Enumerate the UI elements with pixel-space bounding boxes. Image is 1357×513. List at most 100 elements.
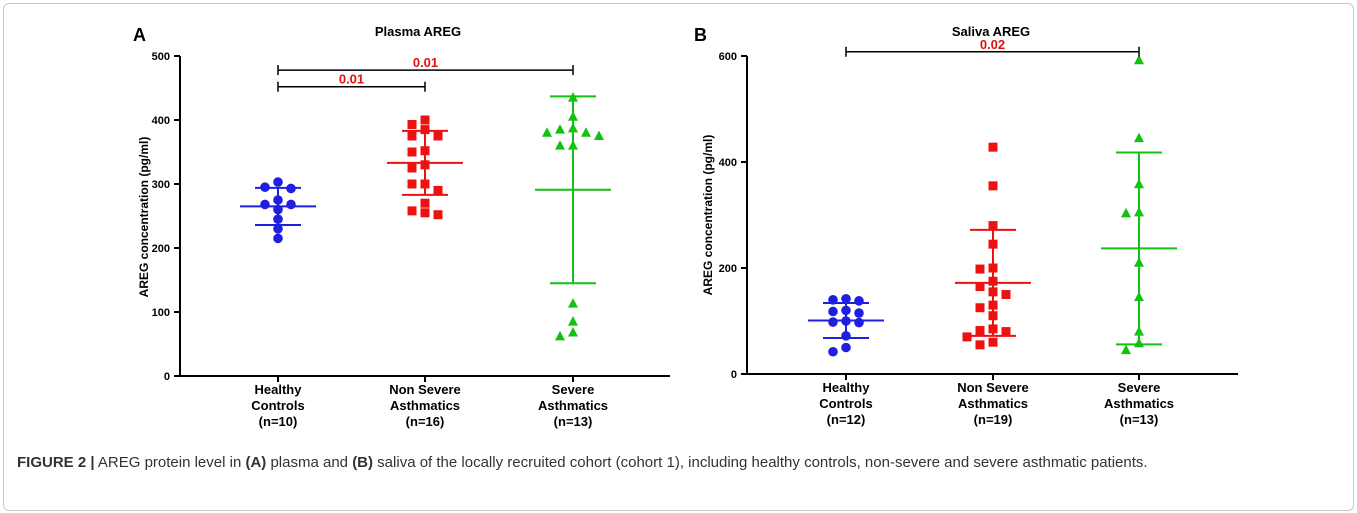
figure-charts: A Plasma AREG AREG concentration (pg/ml)…: [0, 0, 1357, 450]
data-point-non-severe: [421, 160, 430, 169]
data-point-severe: [1134, 338, 1144, 348]
figure-caption: FIGURE 2 | AREG protein level in (A) pla…: [17, 452, 1337, 473]
data-point-severe: [1134, 179, 1144, 189]
y-tick-label: 400: [719, 157, 737, 169]
x-tick-label: Asthmatics: [1104, 396, 1174, 411]
panel-a-title: Plasma AREG: [375, 24, 461, 39]
x-tick-label: Non Severe: [389, 382, 461, 397]
data-point-non-severe: [989, 324, 998, 333]
data-point-non-severe: [976, 340, 985, 349]
data-point-severe: [542, 127, 552, 137]
x-tick-label: (n=16): [406, 414, 445, 429]
data-point-healthy: [841, 306, 851, 316]
data-point-healthy: [260, 200, 270, 210]
data-point-healthy: [273, 224, 283, 234]
data-point-healthy: [854, 308, 864, 318]
caption-ref-b: (B): [352, 454, 373, 471]
panel-b-ylabel: AREG concentration (pg/ml): [701, 135, 715, 296]
data-point-severe: [581, 127, 591, 137]
data-point-severe: [568, 111, 578, 121]
data-point-non-severe: [1002, 290, 1011, 299]
data-point-healthy: [841, 343, 851, 353]
x-tick-label: (n=13): [1120, 412, 1159, 427]
data-point-severe: [1134, 133, 1144, 143]
data-point-severe: [568, 140, 578, 150]
data-point-severe: [555, 331, 565, 341]
x-tick-label: Healthy: [823, 380, 871, 395]
y-tick-label: 100: [152, 307, 170, 319]
data-point-healthy: [273, 177, 283, 187]
caption-label: FIGURE 2 |: [17, 454, 95, 471]
x-tick-label: Healthy: [255, 382, 303, 397]
data-point-non-severe: [408, 148, 417, 157]
data-point-healthy: [841, 316, 851, 326]
data-point-severe: [1134, 292, 1144, 302]
data-point-healthy: [828, 347, 838, 357]
data-point-healthy: [828, 307, 838, 317]
x-tick-label: Controls: [251, 398, 304, 413]
y-tick-label: 0: [164, 371, 170, 383]
data-point-severe: [1134, 257, 1144, 267]
panel-saliva: B Saliva AREG AREG concentration (pg/ml)…: [694, 24, 1238, 427]
data-point-non-severe: [421, 125, 430, 134]
y-tick-label: 200: [152, 243, 170, 255]
data-point-non-severe: [434, 210, 443, 219]
data-point-non-severe: [408, 132, 417, 141]
panel-a-ylabel: AREG concentration (pg/ml): [137, 137, 151, 298]
data-point-healthy: [273, 234, 283, 244]
y-tick-label: 300: [152, 179, 170, 191]
data-point-non-severe: [421, 208, 430, 217]
y-tick-label: 600: [719, 51, 737, 63]
x-tick-label: (n=13): [554, 414, 593, 429]
x-tick-label: Asthmatics: [538, 398, 608, 413]
data-point-non-severe: [421, 146, 430, 155]
data-point-healthy: [841, 294, 851, 304]
data-point-severe: [1134, 207, 1144, 217]
data-point-healthy: [828, 295, 838, 305]
data-point-healthy: [854, 296, 864, 306]
x-tick-label: Severe: [1118, 380, 1161, 395]
caption-text-2: plasma and: [266, 454, 352, 471]
x-tick-label: (n=10): [259, 414, 298, 429]
data-point-severe: [1121, 345, 1131, 355]
data-point-non-severe: [1002, 327, 1011, 336]
p-value-label: 0.01: [413, 55, 438, 70]
y-tick-label: 200: [719, 263, 737, 275]
x-tick-label: Non Severe: [957, 380, 1029, 395]
data-point-severe: [1121, 208, 1131, 218]
data-point-non-severe: [976, 282, 985, 291]
data-point-non-severe: [434, 132, 443, 141]
data-point-non-severe: [408, 180, 417, 189]
data-point-severe: [555, 124, 565, 134]
data-point-non-severe: [421, 199, 430, 208]
p-value-label: 0.01: [339, 72, 364, 87]
caption-text-1: AREG protein level in: [95, 454, 246, 471]
data-point-severe: [568, 316, 578, 326]
data-point-healthy: [260, 182, 270, 192]
x-tick-label: (n=19): [974, 412, 1013, 427]
y-tick-label: 500: [152, 51, 170, 63]
data-point-non-severe: [989, 221, 998, 230]
x-tick-label: Controls: [819, 396, 872, 411]
panel-a-letter: A: [133, 25, 146, 45]
data-point-healthy: [854, 318, 864, 328]
x-tick-label: Severe: [552, 382, 595, 397]
data-point-severe: [1134, 326, 1144, 336]
data-point-non-severe: [408, 164, 417, 173]
data-point-healthy: [286, 200, 296, 210]
data-point-non-severe: [989, 181, 998, 190]
data-point-healthy: [273, 195, 283, 205]
x-tick-label: (n=12): [827, 412, 866, 427]
data-point-severe: [568, 298, 578, 308]
data-point-non-severe: [976, 326, 985, 335]
data-point-non-severe: [989, 311, 998, 320]
data-point-non-severe: [408, 206, 417, 215]
data-point-severe: [555, 140, 565, 150]
data-point-healthy: [828, 317, 838, 327]
panel-plasma: A Plasma AREG AREG concentration (pg/ml)…: [133, 24, 670, 429]
data-point-non-severe: [989, 287, 998, 296]
data-point-non-severe: [976, 303, 985, 312]
data-point-non-severe: [989, 277, 998, 286]
